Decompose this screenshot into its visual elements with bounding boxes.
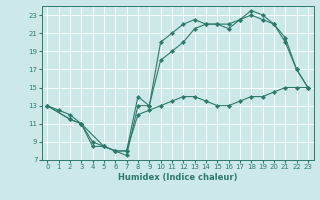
X-axis label: Humidex (Indice chaleur): Humidex (Indice chaleur): [118, 173, 237, 182]
